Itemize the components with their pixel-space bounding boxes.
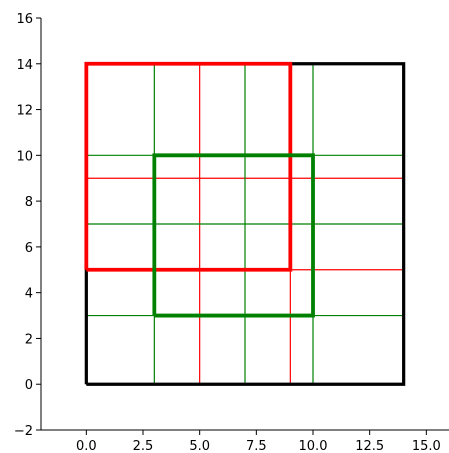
- x-tick-label: 0.0: [76, 439, 97, 453]
- x-tick-label: 2.5: [133, 439, 154, 453]
- y-tick-label: 6: [25, 241, 33, 256]
- red-rectangle: [84, 61, 293, 272]
- y-tick-label: 8: [25, 195, 33, 210]
- y-tick-label: 14: [16, 58, 33, 73]
- x-tick-label: 12.5: [355, 439, 384, 453]
- x-tick-label: 15.0: [412, 439, 441, 453]
- axes: 0.0 2.5 5.0 7.5 10.0 12.5 15.0 −2 0 2 4 6 8 10 12 14 16: [14, 12, 449, 453]
- y-tick-label: 2: [25, 332, 33, 347]
- y-tick-label: 16: [16, 12, 33, 27]
- y-tick-label: 4: [25, 287, 33, 302]
- x-tick-label: 10.0: [299, 439, 328, 453]
- y-tick-label: −2: [14, 424, 33, 439]
- x-tick-label: 7.5: [246, 439, 267, 453]
- plot-area: [84, 61, 406, 386]
- y-tick-label: 12: [16, 104, 33, 119]
- x-tick-label: 5.0: [189, 439, 210, 453]
- green-rectangle: [152, 153, 315, 318]
- y-tick-label: 0: [25, 378, 33, 393]
- y-tick-label: 10: [16, 149, 33, 164]
